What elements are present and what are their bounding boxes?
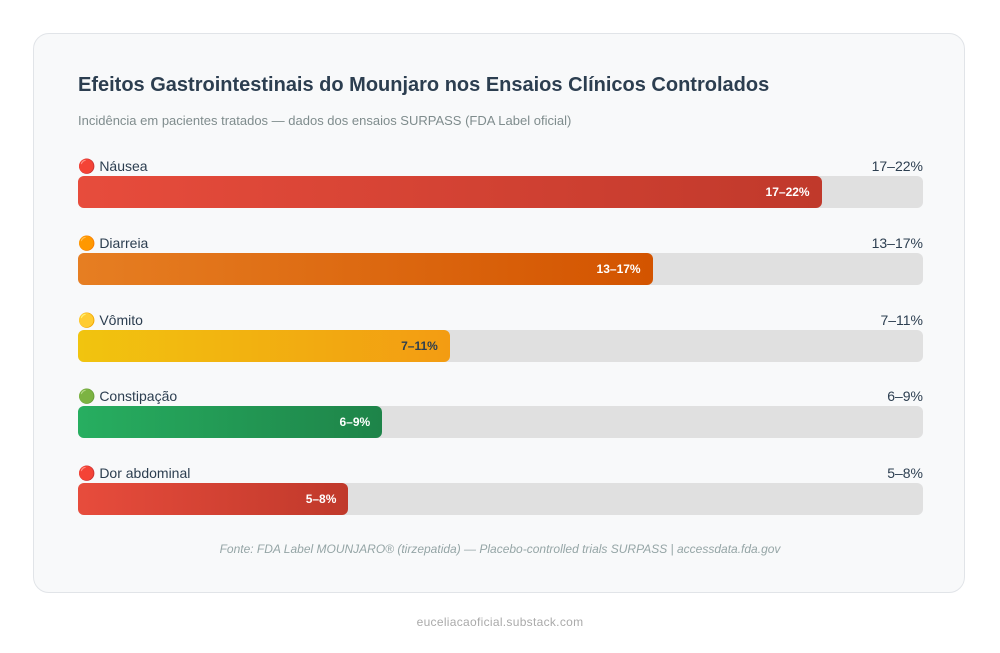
bar-row: 🔴 Dor abdominal 5–8% 5–8% — [78, 465, 923, 535]
bar-value-label: 7–11% — [401, 338, 438, 353]
range-label: 13–17% — [871, 234, 923, 251]
bar-value-label: 5–8% — [305, 492, 337, 507]
bar: 7–11% — [78, 329, 450, 362]
bar-value-label: 13–17% — [596, 261, 641, 276]
bar-track: 7–11% — [78, 329, 923, 362]
category-label: 🟢 Constipação — [78, 388, 178, 405]
category-label: 🔴 Dor abdominal — [78, 465, 191, 482]
footer: euceliacaoficial.substack.com — [416, 615, 584, 629]
bar-row: 🟢 Constipação 6–9% 6–9% — [78, 388, 923, 458]
bar-track: 13–17% — [78, 252, 923, 285]
bar: 13–17% — [78, 252, 653, 285]
bar-value-label: 17–22% — [765, 185, 810, 199]
bar: 17–22% — [78, 176, 822, 208]
range-label: 6–9% — [887, 388, 923, 405]
source-note: Fonte: FDA Label MOUNJARO® (tirzepatida)… — [219, 542, 781, 556]
bar-row: 🔴 Náusea 17–22% 17–22% — [78, 158, 923, 228]
card: Efeitos Gastrointestinais do Mounjaro no… — [33, 33, 965, 593]
bar: 5–8% — [78, 483, 349, 516]
category-label: 🟠 Diarreia — [78, 234, 149, 251]
chart-subtitle: Incidência em pacientes tratados — dados… — [78, 113, 572, 128]
bar-value-label: 6–9% — [339, 415, 371, 430]
range-label: 7–11% — [880, 311, 923, 328]
range-label: 5–8% — [887, 465, 923, 482]
bar: 6–9% — [78, 406, 383, 439]
category-label: 🟡 Vômito — [78, 311, 143, 328]
category-label: 🔴 Náusea — [78, 158, 148, 174]
chart-title: Efeitos Gastrointestinais do Mounjaro no… — [78, 74, 770, 96]
bar-track: 5–8% — [78, 483, 923, 516]
range-label: 17–22% — [871, 158, 923, 174]
bar-track: 6–9% — [78, 406, 923, 439]
bar-row: 🟡 Vômito 7–11% 7–11% — [78, 312, 923, 382]
bar-row: 🟠 Diarreia 13–17% 13–17% — [78, 235, 923, 305]
bar-track: 17–22% — [78, 176, 923, 208]
